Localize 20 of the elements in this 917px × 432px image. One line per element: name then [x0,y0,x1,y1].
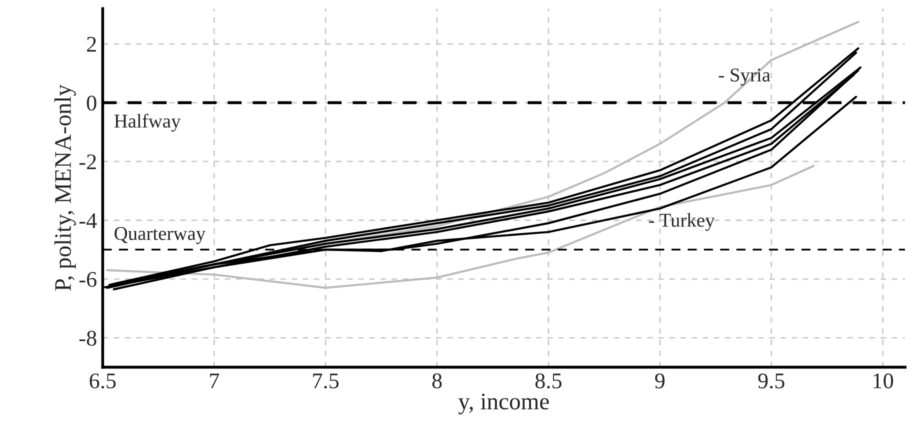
y-tick-label: -6 [79,272,96,287]
y-tick-label: -2 [79,154,96,170]
y-tick-label: 0 [86,96,96,111]
x-tick-label: 9.5 [758,373,784,388]
x-tick-label: 7.5 [313,374,339,388]
ref-line-label: Halfway [114,114,181,132]
x-tick-label: 9 [655,373,665,388]
y-tick-label: -8 [79,330,96,346]
x-tick-label: 7 [210,374,220,388]
y-tick-label: -4 [79,213,97,228]
x-axis-title: y, income [458,394,549,414]
y-axis-title: P, polity, MENA-only [54,84,76,291]
annotation: - Syria [718,68,770,86]
ref-line-label: Quarterway [114,227,206,244]
x-tick-label: 8 [432,373,442,388]
annotation: - Turkey [649,213,715,231]
x-tick-label: 8.5 [535,373,562,388]
x-tick-label: 6.5 [90,373,116,388]
x-tick-label: 10 [874,373,894,388]
y-tick-label: 2 [87,36,96,52]
